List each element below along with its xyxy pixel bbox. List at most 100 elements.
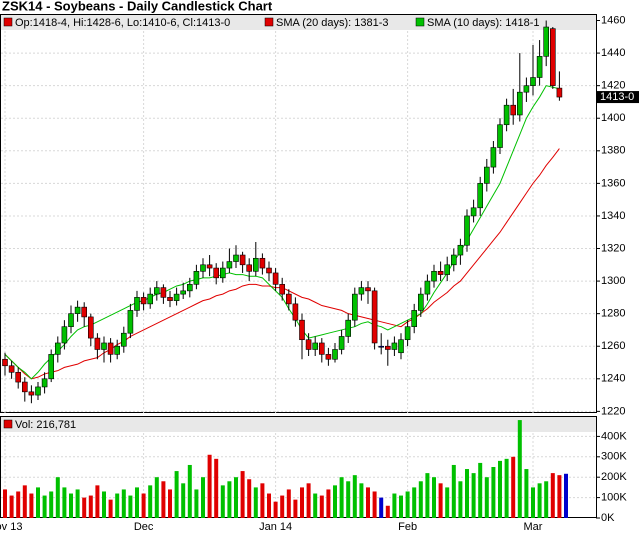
candle-body (536, 56, 543, 78)
x-tick-label: Mar (524, 521, 543, 533)
volume-bar (174, 471, 179, 518)
volume-bar (3, 489, 7, 518)
candle-body (140, 297, 147, 305)
volume-bar (108, 499, 113, 518)
candle-body (253, 257, 259, 272)
volume-bar (286, 489, 291, 518)
candle-body (384, 345, 391, 350)
volume-bar (214, 458, 219, 518)
volume-bar (234, 477, 238, 518)
candle-body (345, 319, 352, 337)
volume-bar (240, 471, 245, 518)
volume-bar (405, 491, 410, 518)
volume-bar (432, 477, 436, 518)
candle-body (21, 381, 28, 393)
candle-body (272, 272, 279, 285)
volume-bar (352, 475, 357, 518)
candle-body (160, 287, 167, 298)
volume-bar (478, 462, 483, 518)
candle-body (266, 267, 272, 274)
volume-bar (220, 485, 225, 518)
candle-body (200, 264, 206, 272)
volume-bar (9, 495, 14, 518)
y-tick-label: 1460 (601, 14, 625, 26)
last-price-box (597, 91, 639, 104)
candle-body (332, 349, 338, 360)
candle-body (48, 354, 55, 380)
candle-body (424, 280, 431, 295)
volume-bar (253, 487, 258, 518)
volume-bar (115, 493, 120, 518)
candle-body (68, 313, 74, 327)
y-tick-label: 1220 (601, 405, 625, 417)
volume-bar (181, 483, 186, 518)
volume-panel (0, 416, 597, 518)
candle-body (358, 287, 365, 295)
volume-bar (121, 489, 126, 518)
volume-bar (260, 483, 265, 518)
candle-body (233, 254, 239, 262)
candle-body (121, 332, 127, 347)
candle-body (279, 284, 286, 295)
volume-bar (75, 489, 80, 518)
volume-bar (82, 497, 87, 518)
volume-bar (458, 481, 463, 518)
volume-bar (16, 491, 21, 518)
y-tick-label: 1340 (601, 210, 625, 222)
candle-body (147, 293, 153, 305)
candle-body (457, 244, 464, 256)
y-tick-label: 1440 (601, 47, 625, 59)
volume-bar (425, 473, 430, 518)
candle-body (325, 354, 332, 360)
candle-body (74, 306, 81, 314)
y-tick-label: 1260 (601, 340, 625, 352)
volume-bar (135, 487, 139, 518)
candle-body (28, 391, 35, 396)
candle-body (8, 365, 15, 373)
volume-bar (267, 493, 271, 518)
candle-body (318, 342, 325, 355)
legend-bar (1, 15, 596, 30)
candle-body (431, 271, 437, 282)
volume-bar (359, 483, 364, 518)
volume-bar (498, 460, 502, 518)
candle-body (35, 386, 41, 396)
legend-swatch (3, 17, 13, 27)
candle-body (41, 378, 48, 388)
volume-bar (366, 487, 370, 518)
candle-body (206, 264, 213, 269)
volume-legend-bar (1, 417, 596, 432)
candle-body (312, 342, 319, 350)
volume-bar (300, 487, 304, 518)
y-tick-label: 1360 (601, 177, 625, 189)
candle-body (523, 85, 530, 93)
volume-bar (491, 467, 496, 518)
candle-body (107, 342, 114, 355)
volume-bar (524, 469, 529, 518)
volume-bar (293, 499, 298, 518)
candle-body (305, 339, 312, 350)
candle-body (490, 147, 497, 168)
candle-body (167, 297, 173, 301)
y-tick-label: 1380 (601, 145, 625, 157)
legend-label: SMA (10 days): 1418-1 (427, 17, 540, 29)
candle-body (549, 28, 556, 86)
candle-body (285, 293, 292, 305)
volume-bar (372, 491, 377, 518)
volume-bar (313, 493, 318, 518)
volume-bar (319, 495, 324, 518)
volume-label: Vol: 216,781 (15, 419, 76, 431)
volume-bar (154, 477, 159, 518)
y-tick-label: 1320 (601, 242, 625, 254)
volume-bar (379, 497, 384, 518)
volume-bar (36, 487, 40, 518)
volume-bar (385, 505, 390, 518)
candle-body (556, 87, 563, 98)
candle-body (54, 342, 61, 355)
volume-bar (194, 489, 199, 518)
y-tick-label: 1300 (601, 275, 625, 287)
volume-bar (451, 464, 456, 518)
x-tick-label: Dec (134, 521, 154, 533)
candle-body (391, 342, 398, 350)
volume-bar (517, 420, 522, 518)
